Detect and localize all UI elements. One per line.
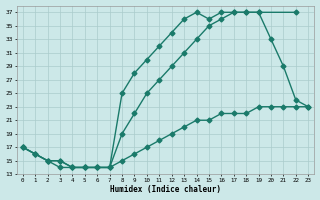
X-axis label: Humidex (Indice chaleur): Humidex (Indice chaleur)	[110, 185, 221, 194]
